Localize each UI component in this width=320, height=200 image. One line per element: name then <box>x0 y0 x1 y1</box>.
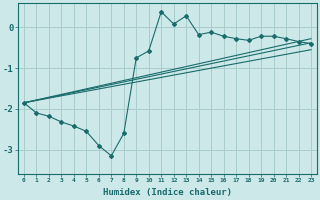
X-axis label: Humidex (Indice chaleur): Humidex (Indice chaleur) <box>103 188 232 197</box>
